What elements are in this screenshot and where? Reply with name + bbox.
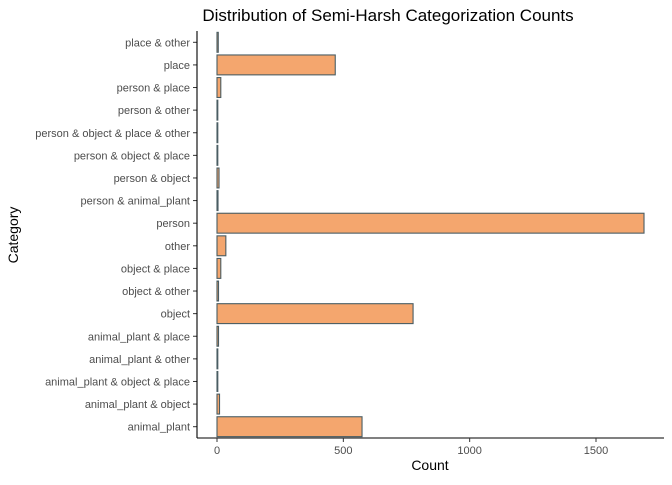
y-tick-label: animal_plant & object & place xyxy=(45,376,190,388)
y-tick-label: other xyxy=(165,241,190,253)
x-axis-title: Count xyxy=(411,457,448,473)
y-tick-label: person & object xyxy=(114,173,190,185)
y-tick-label: place & other xyxy=(125,37,190,49)
y-tick-label: person xyxy=(156,218,190,230)
y-tick-label: person & animal_plant xyxy=(81,196,190,208)
bar-animal-plant-object-place xyxy=(216,370,219,392)
y-tick-label: person & object & place xyxy=(74,150,190,162)
x-tick-label: 0 xyxy=(214,445,220,457)
bar-animal-plant-object xyxy=(216,393,221,415)
bar-object-place xyxy=(216,257,222,279)
bar-place-other xyxy=(216,31,219,53)
bar-animal-plant-other xyxy=(216,348,219,370)
y-tick-label: place xyxy=(164,60,190,72)
plot-area: animal_plant animal_plant & object animal_… xyxy=(35,31,664,457)
bar-object xyxy=(216,303,414,325)
y-axis-title: Category xyxy=(5,207,21,264)
y-tick-label: person & place xyxy=(117,83,190,95)
bar-animal-plant xyxy=(216,416,363,438)
bar-object-other xyxy=(216,280,220,302)
y-tick-label: animal_plant & object xyxy=(85,399,190,411)
bar-person-animal-plant xyxy=(216,190,219,212)
y-tick-label: object xyxy=(161,309,190,321)
bar-person-place xyxy=(216,77,222,99)
y-tick-label: animal_plant & other xyxy=(89,354,190,366)
bar-person-object-place xyxy=(216,144,219,166)
y-tick-label: person & other xyxy=(118,105,190,117)
bar-person-other xyxy=(216,99,219,121)
bar-person xyxy=(216,212,645,234)
y-tick-label: animal_plant xyxy=(128,422,190,434)
bar-other xyxy=(216,235,227,257)
y-tick-label: animal_plant & place xyxy=(88,331,190,343)
bar-animal-plant-place xyxy=(216,325,220,347)
x-tick-label: 1000 xyxy=(457,445,481,457)
x-tick-label: 500 xyxy=(334,445,352,457)
bar-person-object-place-other xyxy=(216,122,219,144)
y-tick-label: person & object & place & other xyxy=(35,128,190,140)
y-tick-label: object & place xyxy=(121,263,190,275)
bar-person-object xyxy=(216,167,220,189)
bar-place xyxy=(216,54,336,76)
x-tick-label: 1500 xyxy=(584,445,608,457)
chart-title: Distribution of Semi-Harsh Categorizatio… xyxy=(202,6,573,25)
y-tick-label: object & other xyxy=(122,286,190,298)
